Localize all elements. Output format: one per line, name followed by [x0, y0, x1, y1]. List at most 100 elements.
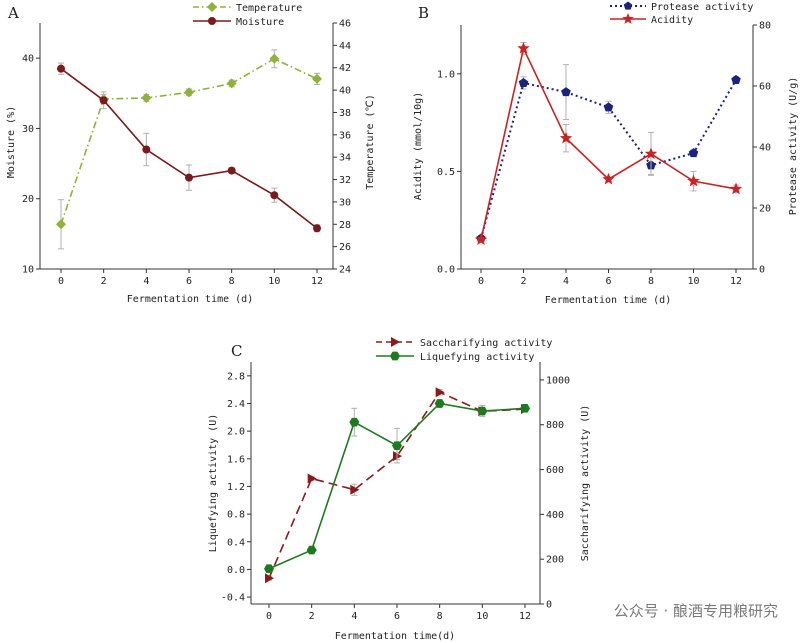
x-tick-label-a: 10 — [268, 276, 280, 287]
data-point-saccharifying-activity — [265, 573, 274, 584]
data-point-acidity — [474, 233, 488, 245]
series-liquefying-activity — [264, 399, 530, 574]
y-right-tick-label-c: 1000 — [546, 375, 570, 386]
x-tick-label-a: 6 — [186, 276, 192, 287]
data-point-moisture — [142, 145, 151, 154]
x-tick-label-c: 8 — [437, 611, 443, 622]
y-right-tick-label-a: 24 — [339, 265, 351, 276]
x-tick-label-c: 4 — [351, 611, 357, 622]
legend-marker-liquefying-activity — [390, 351, 400, 361]
panel-a: A 0 2 4 6 8 10 1210203040242628303234363840424… — [6, 2, 376, 305]
y-right-tick-label-a: 30 — [339, 197, 351, 208]
panel-letter-a: A — [7, 4, 19, 22]
y-left-tick-label-a: 10 — [22, 265, 34, 276]
legend-label-saccharifying-activity: Saccharifying activity — [420, 338, 552, 349]
y-right-tick-label-c: 200 — [546, 555, 564, 566]
legend-item-temperature: Temperature — [193, 2, 302, 14]
data-point-protease-activity — [731, 74, 741, 84]
series-acidity — [474, 41, 743, 245]
legend-label-protease-activity: Protease activity — [651, 2, 753, 13]
y-left-tick-label-c: -0.4 — [221, 593, 245, 604]
y-right-tick-label-b: 40 — [759, 143, 771, 154]
x-axis-label-c: Fermentation time(d) — [335, 631, 455, 642]
y-right-tick-label-b: 0 — [759, 265, 765, 276]
x-tick-label-b: 10 — [687, 276, 699, 287]
y-left-tick-label-c: 0.8 — [227, 510, 245, 521]
y-left-tick-label-c: 1.2 — [227, 482, 245, 493]
legend-label-liquefying-activity: Liquefying activity — [420, 352, 534, 363]
data-point-saccharifying-activity — [435, 387, 445, 398]
x-tick-label-b: 4 — [563, 276, 569, 287]
y-right-tick-label-a: 38 — [339, 108, 351, 119]
data-point-saccharifying-activity — [307, 473, 317, 484]
y-left-tick-label-a: 20 — [22, 194, 34, 205]
series-temperature — [56, 49, 322, 250]
y-right-tick-label-c: 800 — [546, 420, 564, 431]
panel-b: B 0 2 4 6 8 10 12 0.0 0.5 1.0 0 20 40 60 80 Fermentati… — [413, 1, 799, 306]
y-right-tick-label-a: 32 — [339, 175, 351, 186]
data-point-liquefying-activity — [477, 406, 488, 416]
legend-marker-moisture — [208, 17, 216, 25]
y-right-tick-label-a: 28 — [339, 220, 351, 231]
data-point-moisture — [227, 166, 236, 175]
y-axis-label-a-left: Moisture (%) — [6, 106, 17, 178]
y-right-tick-label-a: 34 — [339, 153, 351, 164]
data-point-saccharifying-activity — [350, 484, 360, 495]
y-right-tick-label-b: 20 — [759, 204, 771, 215]
data-point-protease-activity — [561, 87, 571, 97]
y-right-tick-label-a: 40 — [339, 86, 351, 97]
y-right-tick-label-c: 0 — [546, 600, 552, 611]
legend-c: Saccharifying activity Liquefying activi… — [376, 337, 552, 363]
data-point-acidity — [517, 41, 530, 54]
x-tick-label-c: 12 — [519, 611, 531, 622]
data-point-liquefying-activity — [434, 399, 445, 408]
y-left-tick-label-c: 2.4 — [227, 399, 245, 410]
watermark-text: 公众号 · 酿酒专用粮研究 — [614, 602, 778, 620]
y-right-tick-label-b: 80 — [759, 21, 771, 32]
x-tick-label-b: 0 — [478, 276, 484, 287]
legend-marker-acidity — [622, 13, 634, 24]
data-point-protease-activity — [603, 102, 614, 112]
y-left-tick-label-c: 1.6 — [227, 454, 245, 465]
data-point-moisture — [57, 64, 65, 73]
y-axis-label-a-right: Temperature (℃) — [365, 94, 376, 190]
y-left-tick-label-a: 30 — [22, 124, 34, 135]
data-point-protease-activity — [688, 148, 699, 158]
legend-b: Protease activity Acidity — [610, 1, 753, 26]
legend-marker-saccharifying-activity — [391, 337, 400, 347]
data-point-liquefying-activity — [520, 404, 530, 413]
x-tick-label-b: 2 — [520, 276, 526, 287]
x-tick-label-c: 10 — [476, 611, 488, 622]
x-tick-label-b: 6 — [605, 276, 611, 287]
x-axis-label-b: Fermentation time (d) — [545, 295, 671, 306]
x-tick-label-a: 12 — [311, 276, 323, 287]
data-point-acidity — [559, 131, 573, 144]
x-axis-label-a: Fermentation time (d) — [127, 294, 253, 305]
y-left-tick-label-c: 0.0 — [227, 565, 245, 576]
y-left-tick-label-c: 0.4 — [227, 537, 245, 548]
y-right-tick-label-c: 600 — [546, 465, 564, 476]
data-point-acidity — [687, 174, 700, 187]
data-point-temperature — [226, 78, 237, 89]
legend-label-temperature: Temperature — [236, 3, 302, 14]
y-axis-label-c-right: Saccharifying activity (U) — [580, 405, 591, 562]
y-left-tick-label-b: 0.0 — [437, 265, 455, 276]
data-point-temperature — [269, 53, 280, 64]
y-left-tick-label-a: 40 — [22, 54, 34, 65]
legend-label-moisture: Moisture — [236, 17, 284, 28]
data-point-liquefying-activity — [349, 417, 360, 427]
panel-letter-c: C — [231, 342, 242, 360]
data-point-temperature — [56, 219, 66, 230]
data-point-temperature — [141, 92, 152, 103]
x-tick-label-a: 2 — [101, 276, 107, 287]
legend-item-acidity: Acidity — [610, 13, 693, 26]
y-axis-label-b-left: Acidity (mmol/10g) — [413, 92, 424, 200]
data-point-temperature — [312, 73, 322, 84]
data-point-temperature — [184, 87, 194, 98]
x-tick-label-c: 2 — [309, 611, 315, 622]
legend-marker-temperature — [207, 2, 217, 12]
data-point-moisture — [99, 96, 108, 105]
y-right-tick-label-a: 46 — [339, 19, 351, 30]
data-point-moisture — [270, 191, 279, 200]
